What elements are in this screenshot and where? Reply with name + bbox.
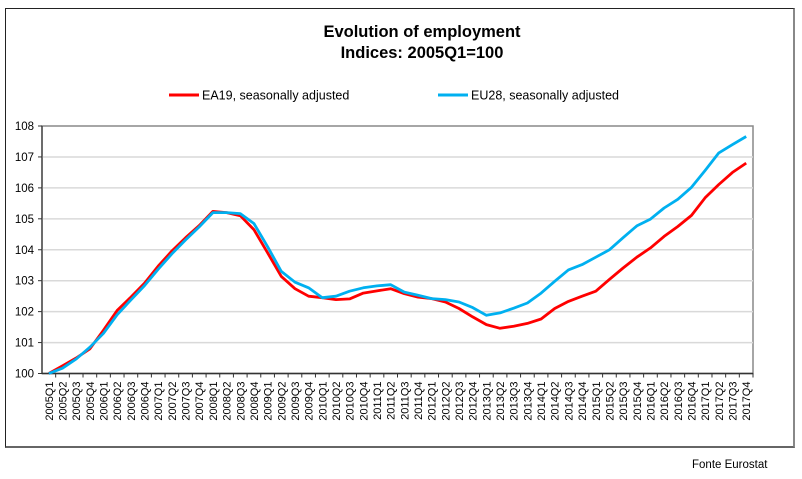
x-tick-label: 2013Q2 xyxy=(495,382,507,421)
chart-subtitle: Indices: 2005Q1=100 xyxy=(341,44,504,62)
x-tick-label: 2014Q4 xyxy=(577,382,589,421)
x-tick-label: 2009Q3 xyxy=(290,382,302,421)
y-tick-label: 100 xyxy=(15,369,34,381)
x-tick-label: 2007Q4 xyxy=(194,382,206,421)
x-tick-label: 2011Q2 xyxy=(386,382,398,420)
x-tick-label: 2012Q1 xyxy=(427,382,439,421)
x-tick-label: 2017Q4 xyxy=(741,382,753,421)
y-tick-label: 103 xyxy=(15,276,34,288)
x-tick-label: 2012Q4 xyxy=(468,381,480,420)
x-tick-label: 2016Q2 xyxy=(659,382,671,421)
x-tick-label: 2005Q2 xyxy=(58,382,70,421)
x-tick-label: 2015Q1 xyxy=(591,382,603,421)
legend: EA19, seasonally adjusted EU28, seasonall… xyxy=(169,89,619,103)
x-tick-label: 2015Q2 xyxy=(604,382,616,421)
x-tick-label: 2016Q3 xyxy=(673,382,685,421)
x-tick-label: 2010Q2 xyxy=(331,382,343,421)
x-tick-label: 2007Q2 xyxy=(167,382,179,421)
x-tick-label: 2014Q3 xyxy=(563,382,575,421)
x-tick-label: 2014Q1 xyxy=(536,382,548,421)
x-tick-label: 2005Q4 xyxy=(85,382,97,421)
legend-label: EA19, seasonally adjusted xyxy=(202,89,349,103)
x-tick-label: 2006Q3 xyxy=(126,382,138,421)
y-tick-label: 104 xyxy=(15,245,35,257)
x-tick-label: 2006Q2 xyxy=(112,382,124,421)
x-tick-label: 2006Q1 xyxy=(99,382,111,421)
x-tick-label: 2012Q3 xyxy=(454,382,466,421)
legend-label: EU28, seasonally adjusted xyxy=(471,89,619,103)
x-tick-label: 2013Q3 xyxy=(509,382,521,421)
x-tick-label: 2005Q1 xyxy=(44,382,56,421)
chart-title: Evolution of employment xyxy=(323,23,521,41)
x-tick-label: 2016Q1 xyxy=(645,382,657,421)
x-tick-label: 2007Q3 xyxy=(181,382,193,421)
y-tick-label: 101 xyxy=(15,338,34,350)
x-tick-label: 2016Q4 xyxy=(686,382,698,421)
x-tick-label: 2010Q1 xyxy=(317,382,329,421)
series-lines xyxy=(48,135,747,375)
x-tick-label: 2008Q2 xyxy=(222,382,234,421)
x-tick-label: 2006Q4 xyxy=(140,382,152,421)
x-tick-label: 2015Q3 xyxy=(618,382,630,421)
x-tick-label: 2014Q2 xyxy=(550,382,562,421)
x-tick-label: 2010Q3 xyxy=(345,382,357,421)
x-tick-label: 2009Q1 xyxy=(263,382,275,421)
x-tick-label: 2013Q1 xyxy=(481,382,493,421)
x-tick-label: 2015Q4 xyxy=(632,382,644,421)
x-tick-label: 2012Q2 xyxy=(440,382,452,421)
x-tick-label: 2011Q3 xyxy=(399,382,411,420)
x-tick-label: 2011Q4 xyxy=(413,382,425,420)
x-tick-label: 2017Q3 xyxy=(727,382,739,421)
x-tick-label: 2008Q1 xyxy=(208,382,220,421)
chart-frame xyxy=(5,8,795,448)
x-tick-label: 2009Q4 xyxy=(304,382,316,421)
y-tick-label: 106 xyxy=(15,183,34,195)
x-tick-label: 2011Q1 xyxy=(372,382,384,420)
x-tick-label: 2010Q4 xyxy=(358,382,370,421)
x-tick-label: 2009Q2 xyxy=(276,382,288,421)
x-tick-label: 2007Q1 xyxy=(153,382,165,421)
y-tick-label: 107 xyxy=(15,152,34,164)
y-tick-label: 108 xyxy=(15,121,34,133)
y-tick-label: 102 xyxy=(15,307,34,319)
x-tick-label: 2013Q4 xyxy=(522,382,534,421)
x-tick-label: 2005Q3 xyxy=(71,382,83,421)
x-tick-label: 2008Q4 xyxy=(249,382,261,421)
y-tick-label: 105 xyxy=(15,214,34,226)
x-tick-label: 2017Q1 xyxy=(700,382,712,421)
x-tick-label: 2008Q3 xyxy=(235,382,247,421)
source-note: Fonte Eurostat xyxy=(692,459,768,471)
x-tick-label: 2017Q2 xyxy=(714,382,726,421)
series-line-eu28 xyxy=(48,135,747,375)
series-line-ea19 xyxy=(48,161,747,375)
